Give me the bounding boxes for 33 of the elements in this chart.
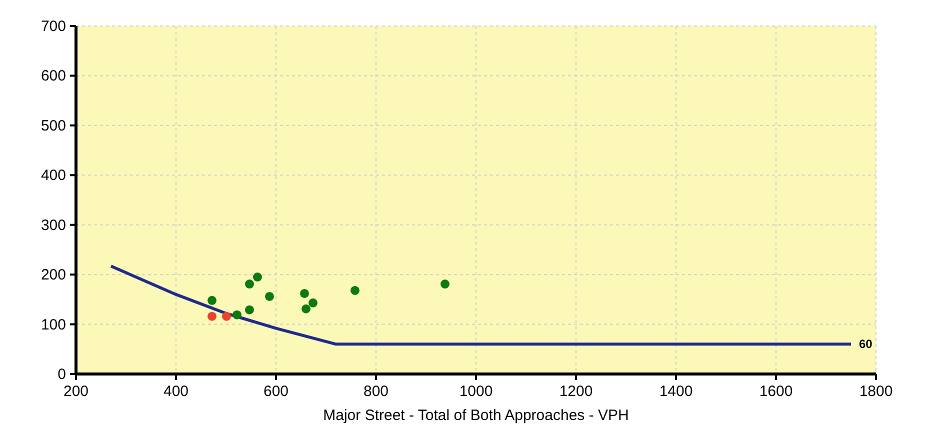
- y-tick-label: 0: [58, 366, 66, 383]
- point: [302, 304, 310, 314]
- y-tick-label: 100: [40, 316, 66, 334]
- x-tick-label: 400: [163, 383, 189, 400]
- point: [350, 286, 360, 295]
- point: [222, 312, 231, 321]
- annotation: 60: [859, 337, 873, 352]
- point: [232, 310, 242, 320]
- x-tick-label: 200: [63, 383, 89, 400]
- point: [245, 305, 254, 314]
- x-axis-title: Major Street - Total of Both Approaches - VPH: [323, 407, 629, 424]
- point: [245, 280, 254, 289]
- point: [440, 280, 450, 289]
- y-tick-label: 700: [40, 18, 66, 35]
- x-tick-label: 1000: [459, 383, 493, 400]
- x-tick-label: 1200: [559, 383, 593, 400]
- x-tick-label: 600: [263, 383, 289, 400]
- x-tick-label: 1600: [759, 383, 793, 400]
- y-tick-label: 600: [40, 68, 66, 85]
- y-tick-label: 200: [40, 266, 66, 284]
- x-tick-label: 1800: [859, 383, 893, 400]
- point: [308, 298, 318, 308]
- x-tick-label: 1400: [659, 383, 693, 400]
- x-tick-label: 800: [363, 383, 389, 400]
- point: [253, 272, 262, 282]
- point: [208, 312, 216, 321]
- line-series: [110, 264, 852, 346]
- y-tick-label: 300: [40, 216, 66, 234]
- y-tick-label: 400: [40, 167, 66, 184]
- point: [208, 296, 216, 305]
- y-tick-label: 500: [40, 117, 66, 134]
- point: [300, 288, 309, 298]
- point: [265, 292, 274, 301]
